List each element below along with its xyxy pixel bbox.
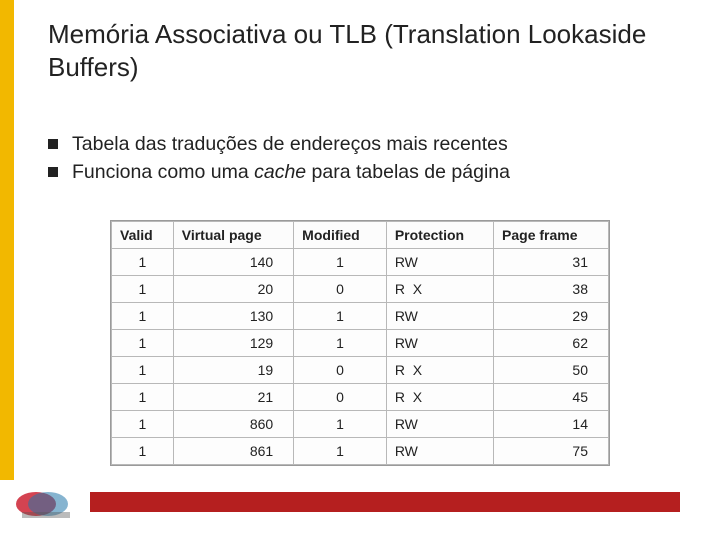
tlb-table-container: Valid Virtual page Modified Protection P…: [110, 220, 610, 466]
cell: 45: [494, 384, 609, 411]
cell: 21: [173, 384, 293, 411]
cell: RW: [386, 330, 493, 357]
cell: 1: [112, 411, 174, 438]
cell: R X: [386, 384, 493, 411]
col-modified: Modified: [294, 222, 387, 249]
cell: 1: [112, 330, 174, 357]
col-pageframe: Page frame: [494, 222, 609, 249]
cell: R X: [386, 276, 493, 303]
col-vpage: Virtual page: [173, 222, 293, 249]
table-row: 1 861 1 RW 75: [112, 438, 609, 465]
bullet-text-italic: cache: [254, 161, 306, 183]
table-header-row: Valid Virtual page Modified Protection P…: [112, 222, 609, 249]
table-row: 1 19 0 R X 50: [112, 357, 609, 384]
cell: 1: [112, 276, 174, 303]
cell: 861: [173, 438, 293, 465]
cell: 1: [294, 330, 387, 357]
cell: 1: [294, 303, 387, 330]
cell: 75: [494, 438, 609, 465]
cell: 1: [294, 438, 387, 465]
slide-title: Memória Associativa ou TLB (Translation …: [48, 18, 668, 83]
cell: 29: [494, 303, 609, 330]
table-row: 1 130 1 RW 29: [112, 303, 609, 330]
cell: 1: [112, 303, 174, 330]
cell: 62: [494, 330, 609, 357]
cell: 140: [173, 249, 293, 276]
cell: 0: [294, 276, 387, 303]
cell: 1: [112, 438, 174, 465]
cell: 0: [294, 384, 387, 411]
table-row: 1 20 0 R X 38: [112, 276, 609, 303]
cell: 1: [112, 249, 174, 276]
cell: 1: [294, 411, 387, 438]
cell: 31: [494, 249, 609, 276]
table-row: 1 140 1 RW 31: [112, 249, 609, 276]
side-accent-bar: [0, 0, 14, 480]
cell: 860: [173, 411, 293, 438]
cell: RW: [386, 411, 493, 438]
cell: 1: [112, 384, 174, 411]
cell: R X: [386, 357, 493, 384]
col-valid: Valid: [112, 222, 174, 249]
cell: 19: [173, 357, 293, 384]
cell: RW: [386, 303, 493, 330]
cell: 1: [294, 249, 387, 276]
bullet-text-pre: Funciona como uma: [72, 161, 254, 183]
slide-logo: [14, 486, 76, 522]
col-protection: Protection: [386, 222, 493, 249]
cell: 0: [294, 357, 387, 384]
table-row: 1 129 1 RW 62: [112, 330, 609, 357]
bullet-text-post: para tabelas de página: [306, 161, 510, 183]
cell: 129: [173, 330, 293, 357]
tlb-table: Valid Virtual page Modified Protection P…: [111, 221, 609, 465]
cell: RW: [386, 249, 493, 276]
cell: 130: [173, 303, 293, 330]
table-row: 1 21 0 R X 45: [112, 384, 609, 411]
bullet-item: Funciona como uma cache para tabelas de …: [46, 158, 666, 186]
cell: RW: [386, 438, 493, 465]
cell: 20: [173, 276, 293, 303]
table-body: 1 140 1 RW 31 1 20 0 R X 38 1 130 1 RW 2…: [112, 249, 609, 465]
bullet-list: Tabela das traduções de endereços mais r…: [46, 130, 666, 187]
cell: 1: [112, 357, 174, 384]
cell: 14: [494, 411, 609, 438]
cell: 38: [494, 276, 609, 303]
footer-accent-bar: [90, 492, 680, 512]
table-row: 1 860 1 RW 14: [112, 411, 609, 438]
cell: 50: [494, 357, 609, 384]
bullet-item: Tabela das traduções de endereços mais r…: [46, 130, 666, 158]
